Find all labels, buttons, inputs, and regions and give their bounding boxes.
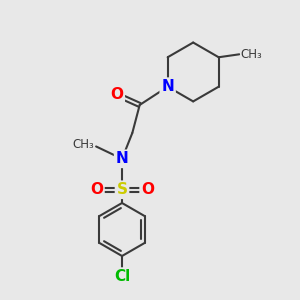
Text: S: S [116, 182, 128, 197]
Text: CH₃: CH₃ [241, 48, 262, 61]
Text: Cl: Cl [114, 269, 130, 284]
Text: O: O [90, 182, 103, 197]
Text: O: O [141, 182, 154, 197]
Text: CH₃: CH₃ [72, 139, 94, 152]
Text: N: N [161, 79, 174, 94]
Text: O: O [110, 87, 123, 102]
Text: N: N [116, 151, 128, 166]
